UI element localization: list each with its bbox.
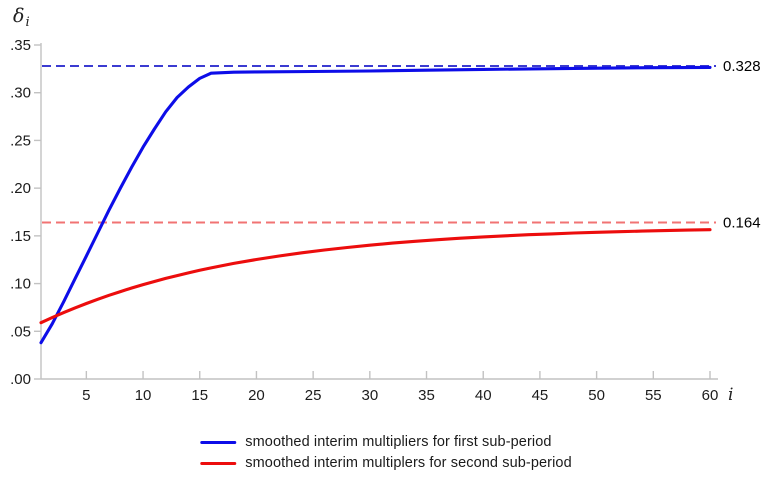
y-axis-title: δi (13, 5, 30, 34)
legend-label-second-subperiod: smoothed interim multiplers for second s… (245, 455, 572, 471)
chart-legend: smoothed interim multipliers for first s… (200, 434, 572, 471)
x-tick-label: 55 (645, 387, 662, 404)
x-tick-label: 40 (475, 387, 492, 404)
legend-label-first-subperiod: smoothed interim multipliers for first s… (245, 434, 552, 450)
y-tick-label: .05 (10, 323, 31, 340)
y-tick-label: .35 (10, 37, 31, 54)
x-tick-label: 25 (305, 387, 322, 404)
x-tick-label: 15 (191, 387, 208, 404)
y-tick-label: .20 (10, 180, 31, 197)
x-tick-label: 35 (418, 387, 435, 404)
x-tick-label: 60 (702, 387, 719, 404)
x-tick-label: 30 (361, 387, 378, 404)
y-tick-label: .00 (10, 371, 31, 388)
legend-line-blue (200, 440, 237, 444)
x-tick-label: 10 (135, 387, 152, 404)
y-tick-label: .30 (10, 85, 31, 102)
asymptote-value-label-0: 0.328 (723, 58, 761, 75)
x-tick-label: 50 (588, 387, 605, 404)
asymptote-value-label-1: 0.164 (723, 214, 761, 231)
y-tick-label: .15 (10, 228, 31, 245)
legend-line-red (200, 461, 237, 465)
legend-item-first-subperiod: smoothed interim multipliers for first s… (200, 434, 571, 450)
y-tick-label: .25 (10, 132, 31, 149)
x-tick-label: 20 (248, 387, 265, 404)
delta-symbol: δ (13, 5, 25, 27)
y-tick-label: .10 (10, 276, 31, 293)
x-tick-label: 45 (532, 387, 549, 404)
series-line-0 (39, 65, 712, 345)
x-axis-title: i (728, 385, 734, 405)
legend-item-second-subperiod: smoothed interim multiplers for second s… (200, 455, 572, 471)
series-line-1 (39, 228, 712, 325)
delta-subscript: i (25, 15, 30, 30)
x-tick-label: 5 (82, 387, 90, 404)
